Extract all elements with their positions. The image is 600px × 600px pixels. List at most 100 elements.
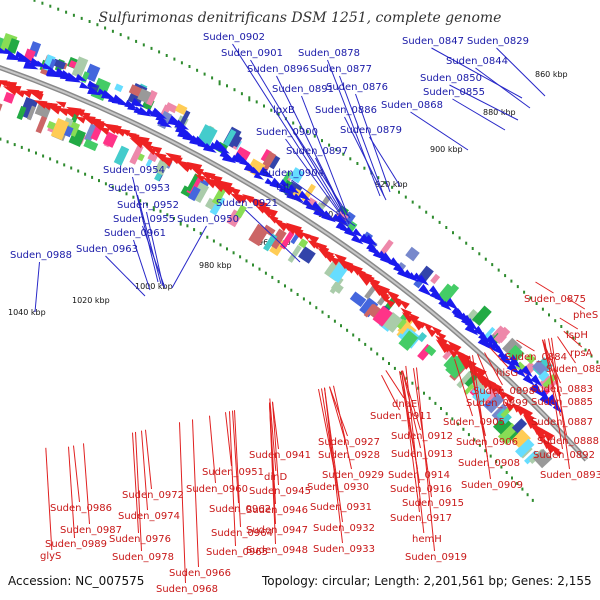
kbp-tick-label: 900 kbp xyxy=(430,145,463,154)
gene-arrow xyxy=(227,187,241,197)
leader-line xyxy=(232,410,239,504)
reverse-gene-label: Suden_0905 xyxy=(443,417,505,428)
forward-gene-label: Suden_0886 xyxy=(315,105,377,116)
tick-dot xyxy=(405,376,408,380)
tick-dot xyxy=(377,176,380,180)
leader-line xyxy=(563,330,583,348)
tick-dot xyxy=(504,274,507,278)
tick-dot xyxy=(212,239,215,243)
forward-gene-label: Suden_0878 xyxy=(298,48,360,59)
tick-dot xyxy=(418,205,421,209)
tick-dot xyxy=(245,259,248,263)
tick-dot xyxy=(478,443,481,447)
gene-arrow xyxy=(343,226,357,238)
feature-block xyxy=(7,38,20,54)
feature-block xyxy=(3,91,15,104)
feature-block xyxy=(463,383,475,395)
tick-dot xyxy=(491,263,494,267)
gene-arrow xyxy=(352,228,363,238)
tick-dot xyxy=(500,465,503,469)
gene-arrow xyxy=(506,361,521,376)
gene-arrow xyxy=(503,401,515,412)
feature-block xyxy=(164,102,178,114)
reverse-gene-label: Suden_0908 xyxy=(458,458,520,469)
leader-line xyxy=(272,401,279,486)
reverse-gene-label: Suden_0906 xyxy=(456,437,518,448)
gene-arrow xyxy=(363,234,378,246)
feature-block xyxy=(209,195,226,216)
feature-block xyxy=(417,332,428,343)
tick-dot xyxy=(456,422,459,426)
feature-block xyxy=(137,88,152,104)
gene-arrow xyxy=(398,299,410,310)
leader-line xyxy=(339,75,385,197)
tick-dot xyxy=(399,371,402,375)
tick-dot xyxy=(526,493,529,497)
tick-dot xyxy=(489,454,492,458)
feature-block xyxy=(235,204,247,219)
tick-dot xyxy=(188,65,191,68)
reverse-gene-label: Suden_0916 xyxy=(390,484,452,495)
tick-dot xyxy=(135,39,138,43)
tick-dot xyxy=(364,342,367,346)
tick-dot xyxy=(451,417,454,421)
feature-block xyxy=(113,145,130,166)
backbone-shine xyxy=(0,66,588,461)
feature-block xyxy=(50,118,70,141)
tick-dot xyxy=(142,43,145,47)
summary-text: Topology: circular; Length: 2,201,561 bp… xyxy=(261,574,592,588)
feature-block xyxy=(532,448,553,469)
gene-arrow xyxy=(535,429,547,442)
tick-dot xyxy=(158,50,161,54)
tick-dot xyxy=(193,228,196,232)
tick-dot xyxy=(391,185,394,189)
feature-block xyxy=(512,429,530,448)
leader-line xyxy=(369,136,401,187)
reverse-gene-label: hemH xyxy=(412,534,442,545)
tick-dot xyxy=(531,498,534,502)
gene-arrow xyxy=(35,60,47,68)
tick-dot xyxy=(70,166,73,170)
forward-gene-label: Suden_0868 xyxy=(381,100,443,111)
tick-dot xyxy=(252,263,254,267)
leader-line xyxy=(449,84,519,121)
tick-dot xyxy=(132,195,135,199)
forward-gene-label: Suden_0904 xyxy=(262,168,324,179)
feature-block xyxy=(515,438,535,458)
feature-block xyxy=(405,246,420,262)
tick-dot xyxy=(96,23,99,27)
gene-arrow xyxy=(448,349,458,358)
leader-line xyxy=(284,116,351,219)
feature-block xyxy=(329,277,344,294)
gene-arrow xyxy=(541,428,555,442)
tick-dot xyxy=(173,57,176,61)
reverse-gene-label: Suden_0933 xyxy=(313,544,375,555)
tick-dot xyxy=(263,104,265,108)
leader-line xyxy=(45,447,53,551)
reverse-gene-label: dnaE xyxy=(392,399,417,410)
gene-arrow xyxy=(300,231,311,241)
leader-line xyxy=(137,194,162,285)
feature-block xyxy=(179,110,191,126)
tick-dot xyxy=(91,175,94,179)
leader-line xyxy=(234,410,241,528)
gene-arrow xyxy=(334,214,348,225)
feature-block xyxy=(186,173,199,192)
gene-arrow xyxy=(384,298,395,308)
feature-block xyxy=(129,144,144,165)
reverse-gene-label: Suden_0951 xyxy=(202,467,264,478)
leader-line xyxy=(225,412,232,467)
forward-gene-label: Suden_0829 xyxy=(467,36,529,47)
reverse-gene-label: Suden_0978 xyxy=(112,552,174,563)
tick-dot xyxy=(41,1,44,5)
leader-line xyxy=(141,430,148,511)
tick-dot xyxy=(88,20,91,23)
tick-dot xyxy=(118,188,121,192)
reverse-gene-label: Suden_0880 xyxy=(546,364,600,375)
tick-dot xyxy=(203,72,206,76)
tick-dot xyxy=(384,181,387,184)
reverse-gene-label: Suden_0875 xyxy=(524,294,586,305)
gene-arrow xyxy=(155,113,167,122)
gene-arrow xyxy=(127,103,138,111)
